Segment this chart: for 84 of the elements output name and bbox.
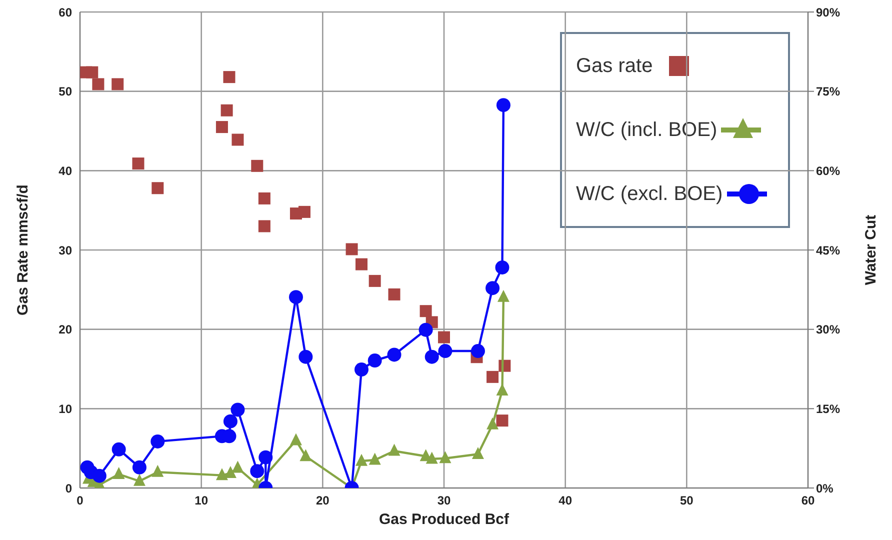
point [132,158,144,170]
point [232,134,244,146]
point [424,350,439,364]
y2-tick-label: 60% [816,164,840,178]
point [346,243,358,256]
point [486,417,499,430]
point [220,104,233,116]
x-tick-label: 0 [76,494,84,508]
point [387,348,402,362]
y-tick-label: 40 [58,164,72,178]
point [288,290,303,304]
y2-tick-label: 75% [816,84,840,99]
point [388,444,400,456]
point [92,78,104,90]
point [470,344,485,358]
x-tick-label: 40 [558,494,572,508]
point [300,449,312,462]
point [258,220,270,232]
point [496,414,508,427]
point [438,344,452,358]
point [355,454,368,466]
point [112,442,126,456]
y2-tick-label: 90% [816,5,840,20]
point [426,452,438,464]
point [216,468,228,480]
point [150,434,165,448]
point [368,354,382,368]
legend-label: Gas rate [576,54,653,78]
point [496,98,510,112]
point [420,305,432,318]
y2-tick-label: 15% [816,402,840,416]
point [152,182,164,194]
point [355,258,368,270]
point [258,192,270,204]
y2-tick-label: 30% [816,322,840,337]
point [439,451,452,464]
y-tick-label: 10 [58,402,72,416]
point [368,274,381,287]
x-tick-label: 30 [437,494,451,508]
point [486,281,500,296]
legend-label: W/C (incl. BOE) [576,118,718,142]
point [86,66,98,78]
point [486,370,499,383]
y-tick-label: 30 [58,243,72,258]
point [298,350,313,364]
legend-label: W/C (excl. BOE) [576,182,723,206]
x-tick-label: 20 [316,494,330,508]
point [354,362,368,377]
point [298,206,310,218]
point [438,331,450,344]
point [216,121,228,134]
y-tick-label: 0 [65,481,72,496]
point [418,322,433,337]
point [230,402,245,417]
point [92,468,106,483]
point [232,460,244,473]
point [258,450,273,464]
point [250,464,264,478]
point [112,467,125,480]
point [133,474,146,486]
y-axis-title: Gas Rate mmscf/d [14,184,32,316]
point [224,466,236,478]
point [132,460,146,474]
x-tick-label: 60 [801,494,815,508]
point [497,290,510,302]
y2-tick-label: 45% [816,243,840,258]
point [388,288,400,300]
point [495,260,510,274]
y-tick-label: 20 [58,322,72,337]
point [251,160,264,172]
y-tick-label: 60 [58,5,72,20]
x-tick-label: 10 [194,494,208,508]
y2-axis-title: Water Cut [862,214,880,286]
y-tick-label: 50 [58,84,72,99]
point [368,452,381,465]
point [223,71,236,84]
point [112,78,124,90]
y2-tick-label: 0% [816,481,834,496]
point [290,433,302,446]
point [223,414,238,428]
x-axis-title: Gas Produced Bcf [378,511,510,528]
x-tick-label: 50 [680,494,694,508]
point [152,464,164,477]
point [472,446,484,459]
